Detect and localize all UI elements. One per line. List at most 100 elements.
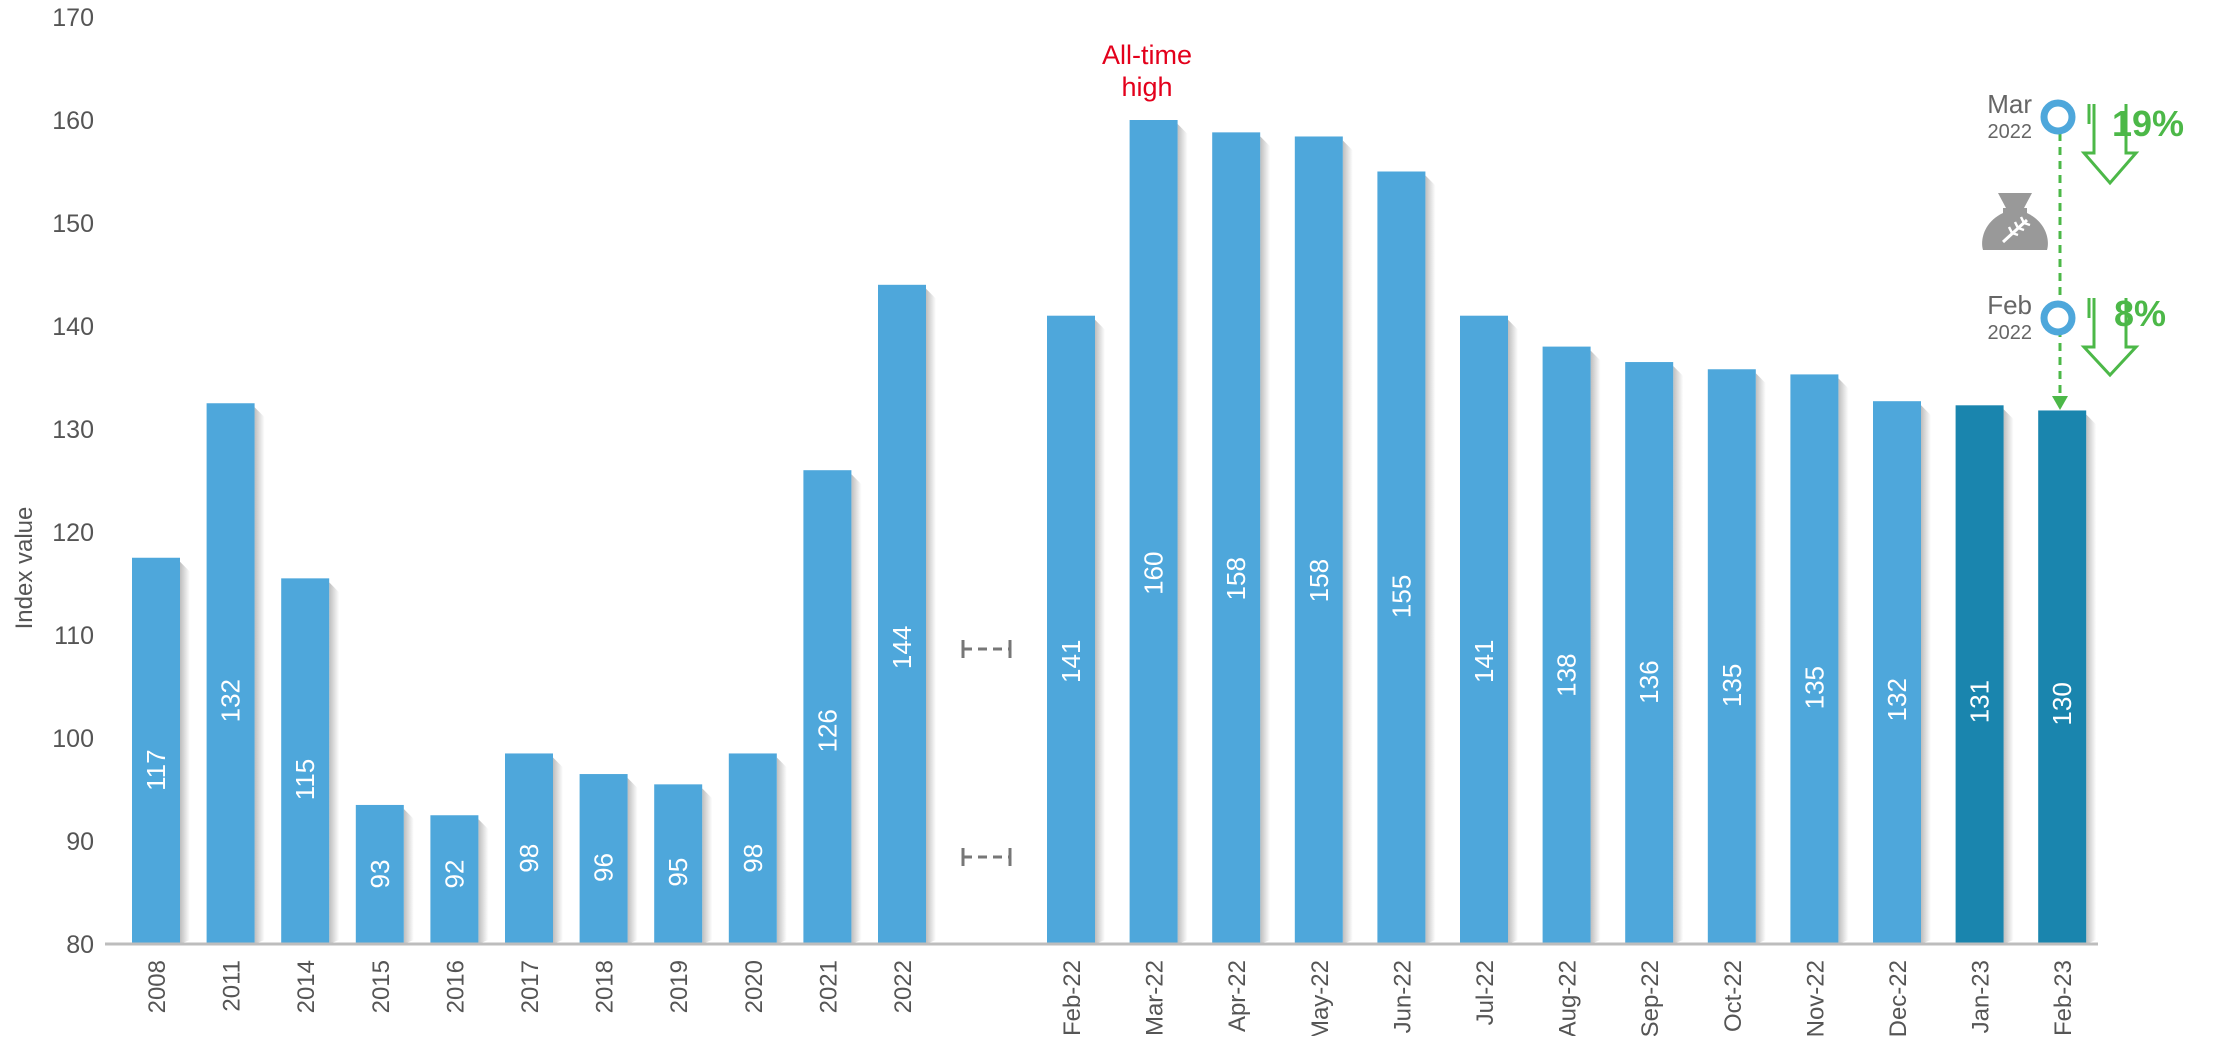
bar-shadow (1755, 373, 1766, 944)
bar-shadow (403, 808, 414, 944)
bar-shadow (627, 778, 638, 944)
bar-shadow (1095, 319, 1105, 944)
y-axis-label: Index value (11, 507, 38, 630)
x-tick-label: Dec-22 (1885, 960, 1912, 1036)
bar-jul-22 (1460, 315, 1508, 944)
bar-apr-22 (1212, 132, 1261, 945)
bar-sep-22 (1625, 362, 1674, 944)
bar-value-label: 98 (514, 844, 544, 873)
y-tick-label: 110 (54, 622, 94, 650)
x-tick-label: Feb-23 (2050, 960, 2077, 1036)
bar-2011 (206, 403, 255, 944)
x-tick-label: 2008 (144, 960, 171, 1013)
axis-break-marker (961, 640, 1012, 658)
bar-shadow (478, 819, 489, 944)
bar-shadow (1342, 140, 1353, 945)
bar-oct-22 (1707, 369, 1756, 944)
bar-value-label: 135 (1717, 664, 1747, 707)
bar-shadow (180, 561, 190, 944)
bar-2020 (728, 753, 777, 944)
bar-shadow (2086, 414, 2097, 945)
peak-annotation-line1: All-time (1102, 40, 1192, 70)
bar-value-label: 131 (1965, 680, 1995, 723)
bar-value-label: 126 (812, 709, 842, 752)
bar-shadow (329, 582, 340, 944)
y-tick-label: 160 (52, 107, 94, 135)
bar-aug-22 (1542, 346, 1591, 945)
x-tick-label: Oct-22 (1720, 960, 1747, 1032)
bar-value-label: 92 (439, 860, 469, 889)
feb-2022-marker (2040, 300, 2076, 336)
feb-2022-year: 2022 (1988, 322, 2033, 344)
bar-nov-22 (1790, 374, 1839, 944)
bar-shadow (1425, 175, 1436, 944)
bar-may-22 (1294, 136, 1343, 945)
x-tick-label: 2011 (219, 960, 246, 1012)
x-tick-label: 2020 (741, 960, 768, 1013)
x-tick-label: Jan-23 (1968, 960, 1995, 1033)
x-tick-label: 2017 (517, 960, 544, 1013)
peak-annotation-line2: high (1121, 72, 1172, 102)
bar-shadow (926, 288, 936, 944)
bar-value-label: 160 (1139, 552, 1169, 595)
bar-shadow (254, 407, 265, 944)
bar-value-label: 141 (1469, 640, 1499, 683)
x-tick-label: 2022 (890, 960, 917, 1013)
bar-value-label: 135 (1799, 666, 1829, 709)
y-tick-label: 150 (52, 210, 94, 238)
bar-shadow (1590, 350, 1601, 945)
x-tick-label: Nov-22 (1802, 960, 1829, 1036)
x-tick-label: Jun-22 (1389, 960, 1416, 1033)
bar-shadow (1177, 124, 1188, 944)
bar-value-label: 132 (1882, 678, 1912, 721)
bar-shadow (1508, 319, 1518, 944)
bar-value-label: 96 (589, 853, 619, 882)
bar-2016 (430, 815, 479, 944)
bar-shadow (1673, 366, 1684, 944)
x-tick-label: 2019 (666, 960, 693, 1013)
bar-value-label: 158 (1221, 557, 1251, 600)
down-arrow-icon (2080, 298, 2140, 378)
bar-mar-22 (1129, 120, 1178, 944)
x-tick-label: Sep-22 (1637, 960, 1664, 1036)
x-axis-labels: 2008 2011 2014 2015 2016 2017 2018 2019 2020 2021… (144, 960, 2077, 1040)
bar-value-label: 95 (663, 858, 693, 887)
y-tick-label: 140 (52, 313, 94, 341)
bar-2017 (505, 753, 553, 944)
x-tick-label: 2015 (368, 960, 395, 1013)
bars-group: 117 132 115 93 92 98 96 95 98 126 144 141 160 158 158 1… (132, 120, 2097, 945)
feb-2022-change: 8% (2114, 293, 2166, 334)
bar-value-label: 136 (1634, 660, 1664, 703)
x-tick-label: 2016 (442, 960, 469, 1013)
bar-2022 (878, 284, 926, 944)
bar-feb-22 (1047, 315, 1095, 944)
bar-dec-22 (1873, 401, 1921, 944)
x-tick-label: May-22 (1307, 960, 1334, 1036)
y-tick-label: 90 (66, 828, 94, 856)
feb-2022-month: Feb (1987, 290, 2032, 320)
y-axis-ticks: 80 90 100 110 120 130 140 150 160 170 (52, 4, 94, 959)
bar-shadow (776, 757, 787, 944)
axis-break-marker (961, 848, 1012, 866)
x-tick-label: 2014 (293, 960, 320, 1013)
bar-2019 (654, 784, 703, 944)
y-tick-label: 130 (52, 416, 94, 444)
bar-value-label: 144 (887, 626, 917, 669)
bar-shadow (1921, 405, 1931, 944)
bar-value-label: 115 (290, 759, 320, 800)
bar-shadow (702, 788, 713, 944)
bar-feb-23 (2038, 410, 2087, 945)
x-tick-label: 2018 (592, 960, 619, 1013)
x-tick-label: Feb-22 (1059, 960, 1086, 1036)
mar-2022-marker (2040, 99, 2076, 135)
bar-shadow (553, 757, 563, 944)
mar-2022-month: Mar (1987, 89, 2032, 119)
x-tick-label: Aug-22 (1555, 960, 1582, 1036)
mar-2022-year: 2022 (1988, 121, 2033, 143)
bar-value-label: 130 (2047, 682, 2077, 725)
x-tick-label: Mar-22 (1142, 960, 1169, 1036)
x-tick-label: Apr-22 (1224, 960, 1251, 1032)
bar-value-label: 158 (1304, 559, 1334, 602)
